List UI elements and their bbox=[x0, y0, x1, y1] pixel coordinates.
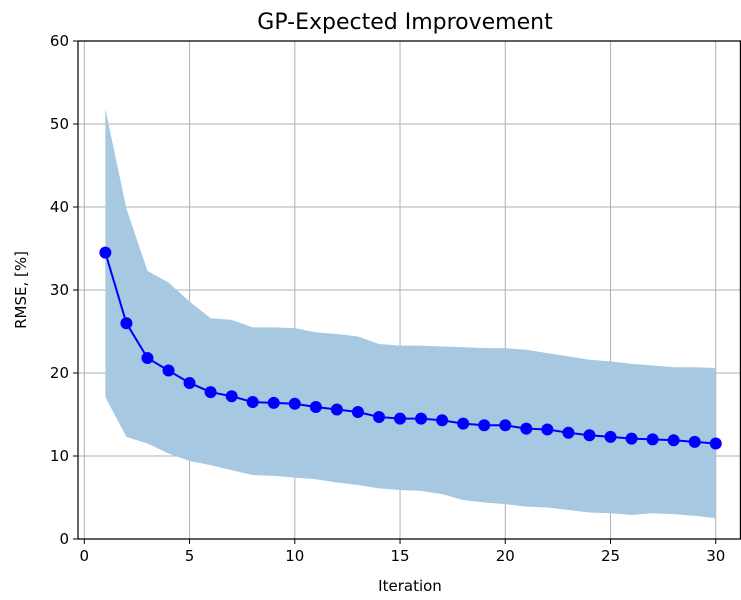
y-tick-label: 30 bbox=[50, 281, 69, 299]
y-tick-label: 60 bbox=[50, 32, 69, 50]
x-tick-label: 25 bbox=[601, 547, 620, 565]
data-point bbox=[120, 317, 133, 330]
data-point bbox=[267, 396, 280, 409]
data-point bbox=[499, 419, 512, 432]
confidence-band bbox=[105, 109, 716, 519]
data-point bbox=[372, 410, 385, 423]
data-point bbox=[351, 406, 364, 419]
data-point bbox=[478, 419, 491, 432]
data-point bbox=[520, 422, 533, 435]
data-point bbox=[330, 403, 343, 416]
data-point bbox=[309, 401, 322, 414]
series-group bbox=[99, 246, 722, 450]
data-point bbox=[709, 437, 722, 450]
data-point bbox=[415, 412, 428, 425]
y-tick-label: 50 bbox=[50, 115, 69, 133]
chart-title: GP-Expected Improvement bbox=[257, 10, 553, 35]
x-tick-label: 10 bbox=[285, 547, 304, 565]
y-tick-label: 0 bbox=[59, 530, 69, 548]
data-point bbox=[625, 432, 638, 445]
data-point bbox=[436, 414, 449, 427]
y-axis-label: RMSE, [%] bbox=[12, 251, 30, 329]
x-tick-label: 15 bbox=[390, 547, 409, 565]
data-point bbox=[688, 435, 701, 448]
data-point bbox=[204, 386, 217, 399]
x-tick-label: 20 bbox=[496, 547, 515, 565]
y-tick-label: 10 bbox=[50, 447, 69, 465]
x-tick-label: 0 bbox=[80, 547, 90, 565]
data-point bbox=[288, 397, 301, 410]
data-point bbox=[541, 423, 554, 436]
data-point bbox=[646, 433, 659, 446]
x-axis-label: Iteration bbox=[378, 577, 442, 595]
ticks: 0 5 10 15 20 25 30 0 10 20 30 40 50 60 bbox=[50, 32, 725, 565]
data-point bbox=[162, 364, 175, 377]
data-point bbox=[457, 417, 470, 430]
y-tick-label: 40 bbox=[50, 198, 69, 216]
confidence-band-area bbox=[105, 109, 716, 519]
x-tick-label: 5 bbox=[185, 547, 195, 565]
data-point bbox=[183, 376, 196, 389]
x-tick-label: 30 bbox=[706, 547, 725, 565]
data-point bbox=[225, 390, 238, 403]
data-point bbox=[667, 434, 680, 447]
data-point bbox=[99, 246, 112, 259]
data-point bbox=[583, 429, 596, 442]
data-point bbox=[562, 426, 575, 439]
data-point bbox=[394, 412, 407, 425]
data-point bbox=[141, 352, 154, 365]
data-point bbox=[246, 396, 259, 409]
y-tick-label: 20 bbox=[50, 364, 69, 382]
data-point bbox=[604, 430, 617, 443]
